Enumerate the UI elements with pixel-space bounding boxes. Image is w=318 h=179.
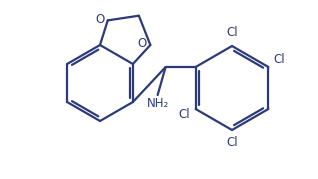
- Text: NH₂: NH₂: [147, 96, 169, 110]
- Text: Cl: Cl: [226, 25, 238, 38]
- Text: Cl: Cl: [178, 108, 190, 121]
- Text: Cl: Cl: [274, 53, 286, 66]
- Text: O: O: [95, 13, 104, 26]
- Text: Cl: Cl: [226, 136, 238, 149]
- Text: O: O: [138, 37, 147, 50]
